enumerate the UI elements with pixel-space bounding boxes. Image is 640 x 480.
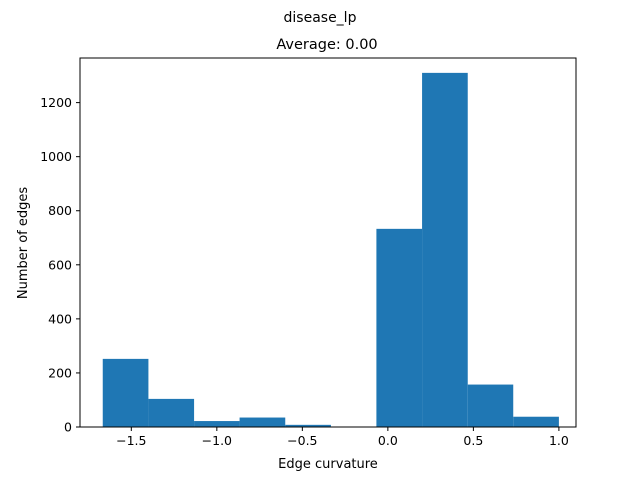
chart-title: Average: 0.00 — [276, 37, 377, 53]
x-tick-label: 0.5 — [463, 433, 483, 448]
histogram-bar — [422, 72, 468, 428]
bars-group — [102, 72, 559, 428]
y-tick-label: 800 — [48, 203, 72, 218]
x-tick-label: 0.0 — [378, 433, 398, 448]
histogram-bar — [194, 421, 240, 427]
y-tick-label: 200 — [48, 365, 72, 380]
y-tick-label: 600 — [48, 257, 72, 272]
x-axis-ticks: −1.5 −1.0 −0.5 0.0 0.5 1.0 — [116, 427, 569, 448]
histogram-bar — [102, 358, 149, 427]
chart-suptitle: disease_lp — [284, 10, 357, 26]
histogram-bar — [148, 398, 195, 427]
histogram-bar — [376, 228, 423, 427]
y-tick-label: 1200 — [40, 95, 72, 110]
y-tick-label: 0 — [64, 420, 72, 435]
x-tick-label: −0.5 — [287, 433, 317, 448]
histogram-bar — [467, 384, 514, 427]
histogram-bar — [239, 417, 286, 427]
y-tick-label: 1000 — [40, 149, 72, 164]
x-axis-label: Edge curvature — [278, 457, 378, 472]
histogram-bar — [285, 424, 331, 427]
histogram-bar — [513, 416, 559, 427]
x-tick-label: −1.5 — [116, 433, 146, 448]
y-tick-label: 400 — [48, 311, 72, 326]
x-tick-label: 1.0 — [549, 433, 569, 448]
y-axis-ticks: 0 200 400 600 800 1000 1200 — [40, 95, 80, 435]
y-axis-label: Number of edges — [16, 187, 31, 300]
x-tick-label: −1.0 — [202, 433, 232, 448]
plot-frame — [79, 57, 577, 428]
